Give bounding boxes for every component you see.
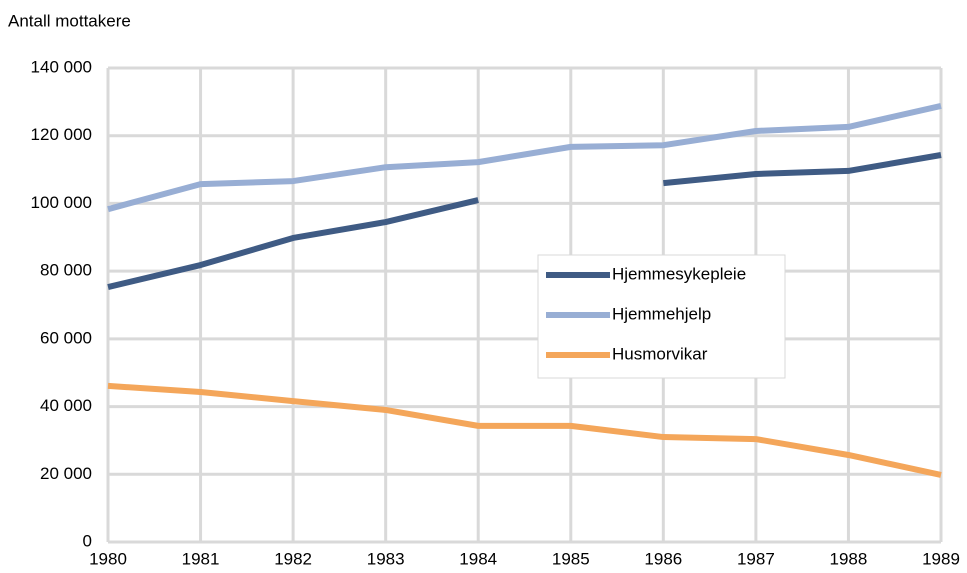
legend-label: Husmorvikar bbox=[612, 344, 708, 363]
x-tick-label: 1989 bbox=[922, 549, 960, 568]
y-tick-label: 60 000 bbox=[40, 328, 92, 347]
y-tick-label: 100 000 bbox=[31, 193, 92, 212]
x-tick-label: 1986 bbox=[644, 549, 682, 568]
line bbox=[107, 102, 942, 213]
y-tick-label: 80 000 bbox=[40, 261, 92, 280]
legend-label: Hjemmesykepleie bbox=[612, 264, 746, 283]
x-tick-label: 1987 bbox=[737, 549, 775, 568]
y-tick-label: 40 000 bbox=[40, 396, 92, 415]
y-axis-label: Antall mottakere bbox=[8, 11, 131, 30]
y-tick-label: 140 000 bbox=[31, 57, 92, 76]
y-tick-label: 0 bbox=[83, 531, 92, 550]
legend-label: Hjemmehjelp bbox=[612, 304, 711, 323]
x-tick-label: 1983 bbox=[367, 549, 405, 568]
line bbox=[107, 382, 942, 478]
y-tick-label: 120 000 bbox=[31, 125, 92, 144]
x-tick-label: 1981 bbox=[182, 549, 220, 568]
x-tick-label: 1982 bbox=[274, 549, 312, 568]
x-tick-label: 1988 bbox=[830, 549, 868, 568]
line bbox=[107, 152, 942, 290]
y-tick-label: 20 000 bbox=[40, 464, 92, 483]
x-tick-label: 1980 bbox=[89, 549, 127, 568]
x-tick-label: 1984 bbox=[459, 549, 497, 568]
x-tick-label: 1985 bbox=[552, 549, 590, 568]
